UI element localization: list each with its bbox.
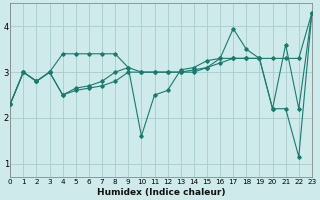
X-axis label: Humidex (Indice chaleur): Humidex (Indice chaleur) <box>97 188 225 197</box>
